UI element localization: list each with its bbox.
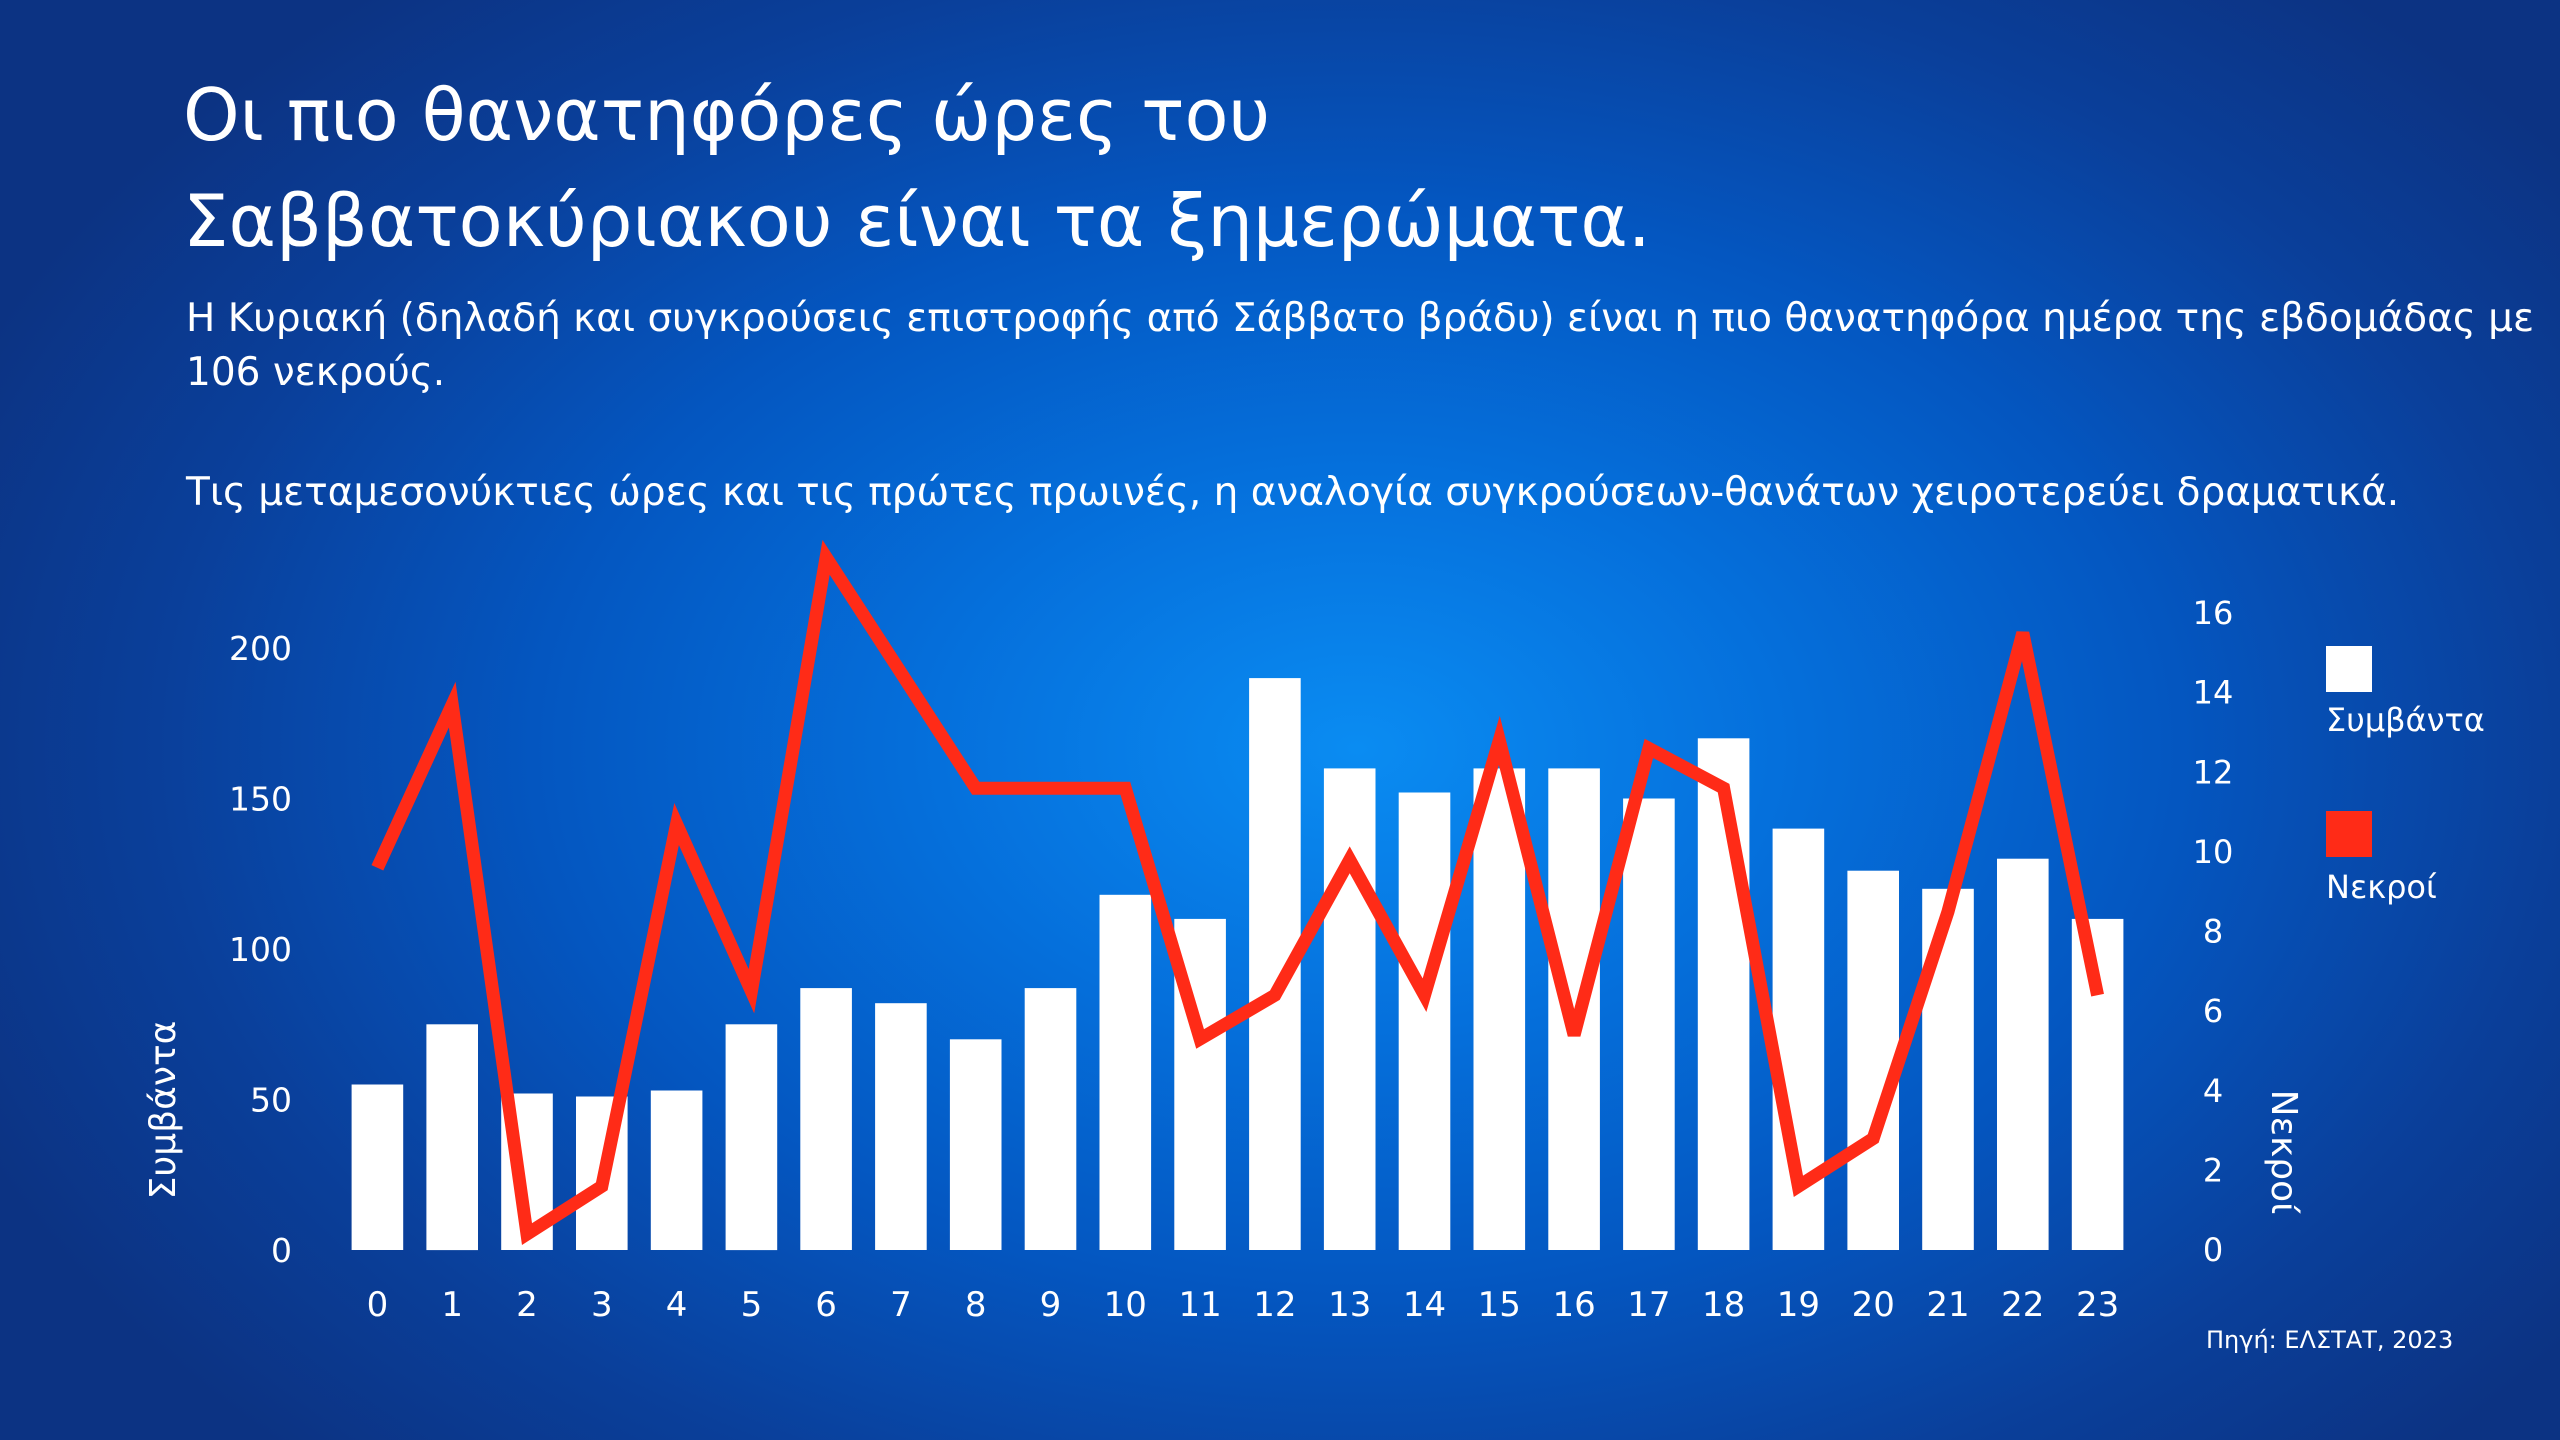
x-tick-16: 16 [1552,1285,1595,1325]
legend-swatch-incidents [2326,646,2372,692]
subtitle-1: Η Κυριακή (δηλαδή και συγκρούσεις επιστρ… [186,296,2535,395]
bar-8 [949,1039,1002,1250]
x-tick-11: 11 [1178,1285,1221,1325]
bar-17 [1623,798,1675,1250]
x-tick-19: 19 [1777,1285,1820,1325]
x-tick-13: 13 [1328,1285,1371,1325]
y-tick-100: 100 [229,930,292,969]
bar-10 [1099,894,1152,1250]
x-tick-20: 20 [1852,1285,1895,1325]
x-tick-6: 6 [815,1285,837,1325]
bar-21 [1922,888,1974,1250]
x-tick-22: 22 [2001,1285,2044,1325]
x-tick-18: 18 [1702,1285,1745,1325]
x-tick-12: 12 [1253,1285,1296,1325]
y2-tick-6: 6 [2203,992,2223,1030]
y-axis-ticks: 0 50 100 150 200 [229,629,292,1270]
bar-6 [800,988,852,1250]
legend-swatch-deaths [2326,811,2372,857]
y2-axis-label: Νεκροί [2263,1090,2304,1215]
chart-title-line-2: Σαββατοκύριακου είναι τα ξημερώματα. [183,179,1651,263]
x-tick-21: 21 [1926,1285,1969,1325]
legend: Συμβάντα Νεκροί [2326,646,2485,906]
x-tick-23: 23 [2076,1285,2119,1325]
bar-7 [875,1003,927,1250]
x-tick-14: 14 [1403,1285,1446,1325]
y2-tick-2: 2 [2203,1151,2223,1189]
y-tick-200: 200 [229,629,292,668]
subtitle-2: Τις μεταμεσονύκτιες ώρες και τις πρώτες … [186,470,2400,515]
bar-9 [1024,988,1077,1250]
chart-title-line-1: Οι πιο θανατηφόρες ώρες του [183,73,1271,157]
x-tick-10: 10 [1104,1285,1147,1325]
y2-tick-0: 0 [2203,1231,2223,1269]
y-axis-label: Συμβάντα [143,1021,184,1200]
x-tick-4: 4 [666,1285,688,1325]
bar-series [351,678,2124,1251]
x-tick-5: 5 [741,1285,763,1325]
bar-22 [1997,858,2049,1250]
y2-tick-4: 4 [2203,1072,2223,1110]
x-tick-8: 8 [965,1285,987,1325]
x-tick-15: 15 [1478,1285,1521,1325]
legend-label-deaths: Νεκροί [2326,868,2437,906]
y2-tick-16: 16 [2193,594,2234,632]
y2-tick-14: 14 [2193,674,2234,712]
x-tick-3: 3 [591,1285,613,1325]
y2-tick-8: 8 [2203,913,2223,951]
y-tick-150: 150 [229,780,292,819]
bar-20 [1847,870,1899,1250]
bar-14 [1398,792,1451,1250]
x-tick-9: 9 [1040,1285,1062,1325]
bar-5 [725,1024,778,1251]
bar-15 [1473,768,1526,1250]
x-tick-17: 17 [1627,1285,1670,1325]
x-tick-7: 7 [890,1285,912,1325]
chart-title: Οι πιο θανατηφόρες ώρες του Σαββατοκύρια… [183,62,2383,274]
y2-tick-12: 12 [2193,753,2234,791]
line-series-deaths [371,539,2104,1246]
y2-tick-10: 10 [2193,833,2234,871]
source-note: Πηγή: ΕΛΣΤΑΤ, 2023 [2206,1326,2454,1354]
y-tick-0: 0 [271,1231,292,1270]
x-axis-ticks: 0 1 2 3 4 5 6 7 8 9 10 11 12 13 14 15 16 17 18 19 20 21 22 23 [367,1285,2120,1325]
bar-13 [1323,768,1376,1250]
bar-1 [426,1024,478,1251]
bar-4 [650,1090,703,1250]
y2-axis-ticks: 0 2 4 6 8 10 12 14 16 [2193,594,2234,1269]
bar-0 [351,1084,404,1250]
legend-label-incidents: Συμβάντα [2326,701,2485,739]
bar-18 [1697,738,1750,1250]
y-tick-50: 50 [250,1081,292,1120]
x-tick-1: 1 [441,1285,463,1325]
x-tick-2: 2 [516,1285,538,1325]
x-tick-0: 0 [367,1285,389,1325]
